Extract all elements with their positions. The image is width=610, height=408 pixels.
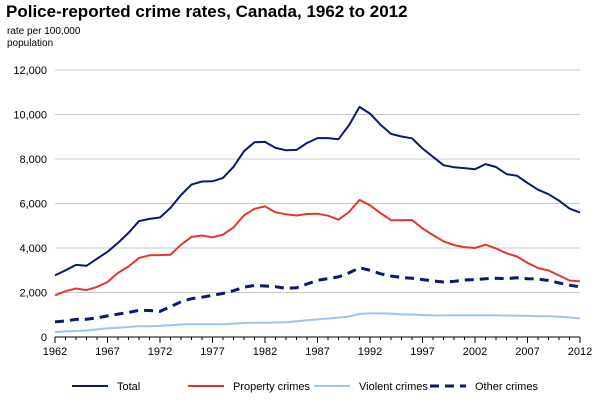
x-tick-label: 2012 — [568, 346, 592, 358]
x-tick-label: 1997 — [410, 346, 434, 358]
y-axis-label: rate per 100,000 population — [7, 26, 81, 49]
chart-title: Police-reported crime rates, Canada, 196… — [6, 2, 408, 21]
y-tick-label: 10,000 — [13, 110, 47, 122]
legend-label-total: Total — [117, 381, 140, 393]
x-tick-label: 1962 — [43, 346, 67, 358]
x-tick-label: 1967 — [95, 346, 119, 358]
x-tick-label: 2002 — [463, 346, 487, 358]
x-tick-label: 1982 — [253, 346, 277, 358]
series-line-property-crimes — [54, 198, 581, 297]
y-tick-label: 2,000 — [19, 288, 47, 300]
x-tick-label: 1977 — [200, 346, 224, 358]
x-tick-label: 1972 — [148, 346, 172, 358]
x-tick-label: 2007 — [515, 346, 539, 358]
y-tick-label: 0 — [41, 332, 47, 344]
legend-label-property-crimes: Property crimes — [233, 381, 311, 393]
x-tick-label: 1987 — [305, 346, 329, 358]
legend-label-other-crimes: Other crimes — [475, 381, 538, 393]
series-line-other-crimes — [54, 266, 581, 324]
series-line-total — [54, 105, 581, 277]
x-tick-label: 1992 — [358, 346, 382, 358]
y-tick-label: 4,000 — [19, 243, 47, 255]
y-tick-label: 12,000 — [13, 65, 47, 77]
y-tick-label: 6,000 — [19, 199, 47, 211]
series-line-violent-crimes — [54, 312, 581, 334]
legend-label-violent-crimes: Violent crimes — [359, 381, 428, 393]
y-tick-label: 8,000 — [19, 154, 47, 166]
